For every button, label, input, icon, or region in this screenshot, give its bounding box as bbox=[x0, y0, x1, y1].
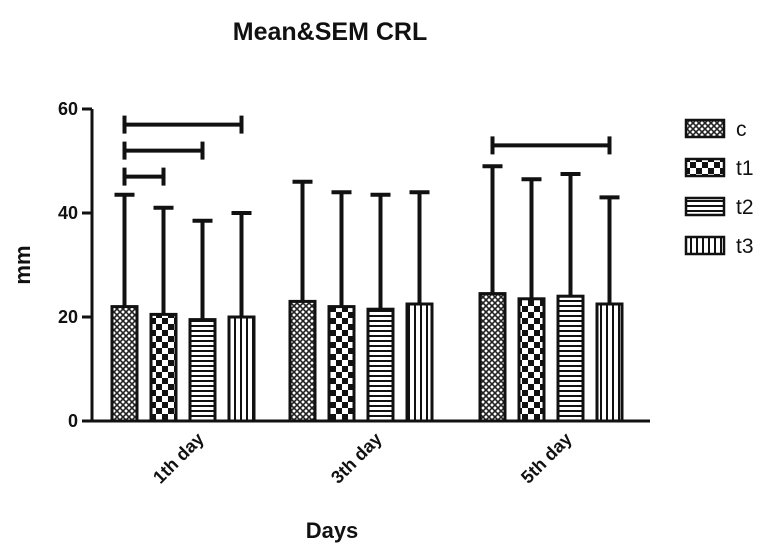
x-axis-title: Days bbox=[306, 518, 359, 543]
significance-bracket-4 bbox=[490, 136, 612, 155]
significance-bracket-1 bbox=[122, 167, 166, 186]
legend-item-t3: t3 bbox=[684, 235, 754, 258]
y-tick-label-40: 40 bbox=[58, 203, 78, 223]
legend: c t1 t2 t3 bbox=[684, 118, 754, 258]
legend-item-c: c bbox=[684, 118, 747, 141]
legend-item-t1: t1 bbox=[684, 157, 754, 180]
error-bars bbox=[114, 164, 620, 320]
bar-t3-3th-day bbox=[405, 302, 434, 423]
bar-t3-5th-day bbox=[595, 302, 624, 423]
x-tick-label-3th-day: 3th day bbox=[327, 429, 386, 488]
bar-t1-5th-day bbox=[517, 297, 546, 423]
y-axis-ticks: 0 20 40 60 bbox=[58, 99, 92, 431]
legend-swatch-t3 bbox=[684, 235, 726, 256]
legend-label-t1: t1 bbox=[736, 157, 754, 180]
bar-t1-3th-day bbox=[327, 305, 356, 423]
legend-label-c: c bbox=[736, 118, 747, 141]
legend-label-t2: t2 bbox=[736, 196, 754, 219]
bar-c-3th-day bbox=[288, 299, 317, 423]
chart-title: Mean&SEM CRL bbox=[233, 18, 427, 46]
legend-swatch-t1 bbox=[684, 157, 726, 178]
bar-c-1th-day bbox=[110, 305, 139, 423]
y-tick-label-0: 0 bbox=[68, 411, 78, 431]
bar-t2-3th-day bbox=[366, 307, 395, 423]
significance-bracket-2 bbox=[122, 141, 205, 160]
bar-t2-5th-day bbox=[556, 294, 585, 423]
significance-brackets bbox=[122, 115, 612, 186]
y-tick-label-20: 20 bbox=[58, 307, 78, 327]
legend-label-t3: t3 bbox=[736, 235, 754, 258]
legend-item-t2: t2 bbox=[684, 196, 754, 219]
x-tick-label-5th-day: 5th day bbox=[517, 429, 576, 488]
legend-swatch-c bbox=[684, 118, 726, 139]
significance-bracket-3 bbox=[122, 115, 244, 134]
bar-c-5th-day bbox=[478, 292, 507, 423]
bar-t1-1th-day bbox=[149, 312, 178, 423]
x-tick-label-1th-day: 1th day bbox=[149, 429, 208, 488]
y-axis-title: mm bbox=[10, 245, 35, 284]
legend-swatch-t2 bbox=[684, 196, 726, 217]
bars bbox=[110, 292, 624, 423]
y-tick-label-60: 60 bbox=[58, 99, 78, 119]
bar-t3-1th-day bbox=[227, 315, 256, 423]
bar-t2-1th-day bbox=[188, 318, 217, 423]
x-axis-labels: 1th day 3th day 5th day bbox=[149, 429, 576, 488]
